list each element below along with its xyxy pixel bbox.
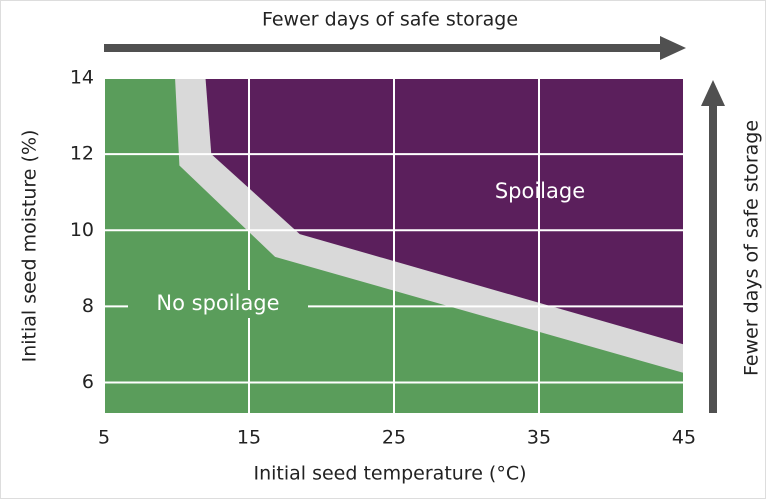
region-label: Spoilage [495, 179, 585, 203]
y-tick-label: 6 [82, 371, 94, 393]
right-arrow [701, 80, 725, 413]
top-arrow [104, 36, 686, 60]
y-tick-label: 14 [70, 67, 94, 89]
y-tick-label: 10 [70, 219, 94, 241]
x-axis-title: Initial seed temperature (°C) [253, 463, 526, 485]
x-tick-label: 35 [527, 427, 551, 449]
x-tick-label: 5 [98, 427, 110, 449]
region-label: No spoilage [156, 291, 279, 315]
plot-area [103, 77, 685, 413]
right-annotation: Fewer days of safe storage [741, 120, 763, 376]
x-tick-label: 45 [672, 427, 696, 449]
top-annotation: Fewer days of safe storage [262, 9, 518, 31]
x-tick-label: 25 [382, 427, 406, 449]
region-area [205, 78, 684, 345]
y-axis-title: Initial seed moisture (%) [19, 130, 41, 363]
y-tick-label: 8 [82, 295, 94, 317]
label-backdrop [128, 290, 308, 318]
x-tick-label: 15 [237, 427, 261, 449]
y-tick-label: 12 [70, 143, 94, 165]
